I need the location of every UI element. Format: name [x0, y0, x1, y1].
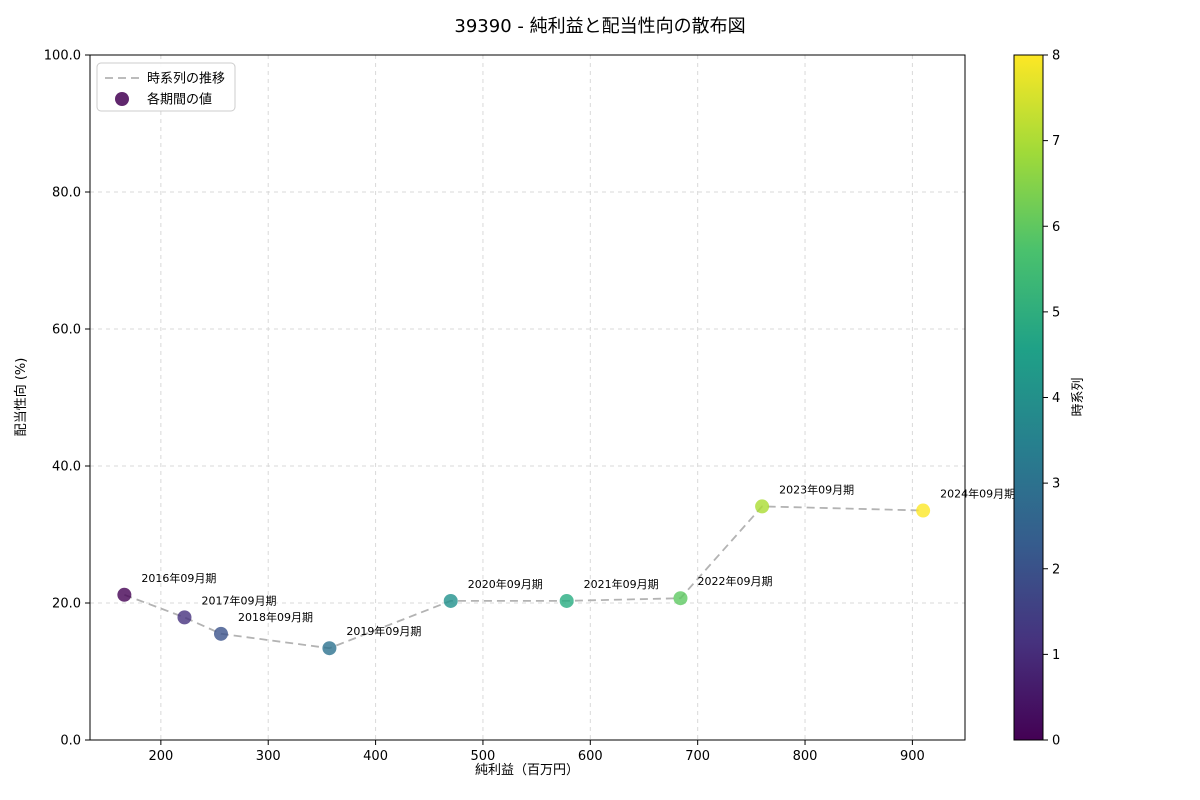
chart-title: 39390 - 純利益と配当性向の散布図: [454, 16, 745, 37]
scatter-point: [443, 593, 458, 608]
colorbar: [1013, 54, 1044, 741]
legend-item-label-values: 各期間の値: [147, 92, 212, 108]
plot-area: 2016年09月期2017年09月期2018年09月期2019年09月期2020…: [44, 49, 1061, 765]
x-tick-label: 700: [685, 749, 710, 764]
x-tick-label: 400: [363, 749, 388, 764]
plot-border: [89, 54, 966, 741]
point-annotation: 2022年09月期: [697, 574, 772, 588]
x-tick-label: 500: [471, 749, 496, 764]
x-tick-label: 600: [578, 749, 603, 764]
x-tick-label: 900: [900, 749, 925, 764]
colorbar-tick-label: 0: [1052, 734, 1060, 749]
y-tick-label: 40.0: [52, 460, 81, 475]
y-tick-label: 20.0: [52, 597, 81, 612]
point-annotation: 2019年09月期: [346, 624, 421, 638]
legend: 時系列の推移 各期間の値: [96, 62, 236, 112]
legend-box: [96, 62, 236, 112]
x-axis-label: 純利益（百万円）: [475, 763, 579, 778]
scatter-point: [559, 593, 574, 608]
colorbar-tick-label: 4: [1052, 391, 1060, 406]
x-tick-label: 300: [256, 749, 281, 764]
scatter-point: [916, 503, 931, 518]
x-tick-label: 800: [793, 749, 818, 764]
colorbar-label: 時系列: [1071, 377, 1086, 416]
point-annotation: 2017年09月期: [201, 593, 276, 607]
legend-item-label-trend: 時系列の推移: [147, 72, 225, 87]
scatter-point: [322, 641, 337, 656]
point-annotation: 2024年09月期: [940, 487, 1015, 501]
scatter-point: [755, 499, 770, 514]
colorbar-tick-label: 6: [1052, 220, 1060, 235]
colorbar-tick-label: 1: [1052, 648, 1060, 663]
legend-marker-sample: [115, 92, 129, 106]
point-annotation: 2018年09月期: [238, 610, 313, 624]
point-annotation: 2020年09月期: [468, 577, 543, 591]
colorbar-tick-label: 5: [1052, 305, 1060, 320]
y-tick-label: 60.0: [52, 323, 81, 338]
colorbar-tick-label: 3: [1052, 477, 1060, 492]
colorbar-tick-label: 2: [1052, 562, 1060, 577]
scatter-point: [177, 610, 192, 625]
scatter-point: [673, 591, 688, 606]
point-annotation: 2023年09月期: [779, 482, 854, 496]
scatter-point: [213, 626, 228, 641]
colorbar-tick-label: 7: [1052, 134, 1060, 149]
x-tick-label: 200: [148, 749, 173, 764]
y-tick-label: 0.0: [60, 734, 81, 749]
scatter-point: [117, 587, 132, 602]
colorbar-tick-label: 8: [1052, 49, 1060, 64]
point-annotation: 2021年09月期: [584, 577, 659, 591]
y-tick-label: 100.0: [44, 49, 81, 64]
point-annotation: 2016年09月期: [141, 571, 216, 585]
y-tick-label: 80.0: [52, 186, 81, 201]
y-axis-label: 配当性向 (%): [13, 358, 29, 437]
